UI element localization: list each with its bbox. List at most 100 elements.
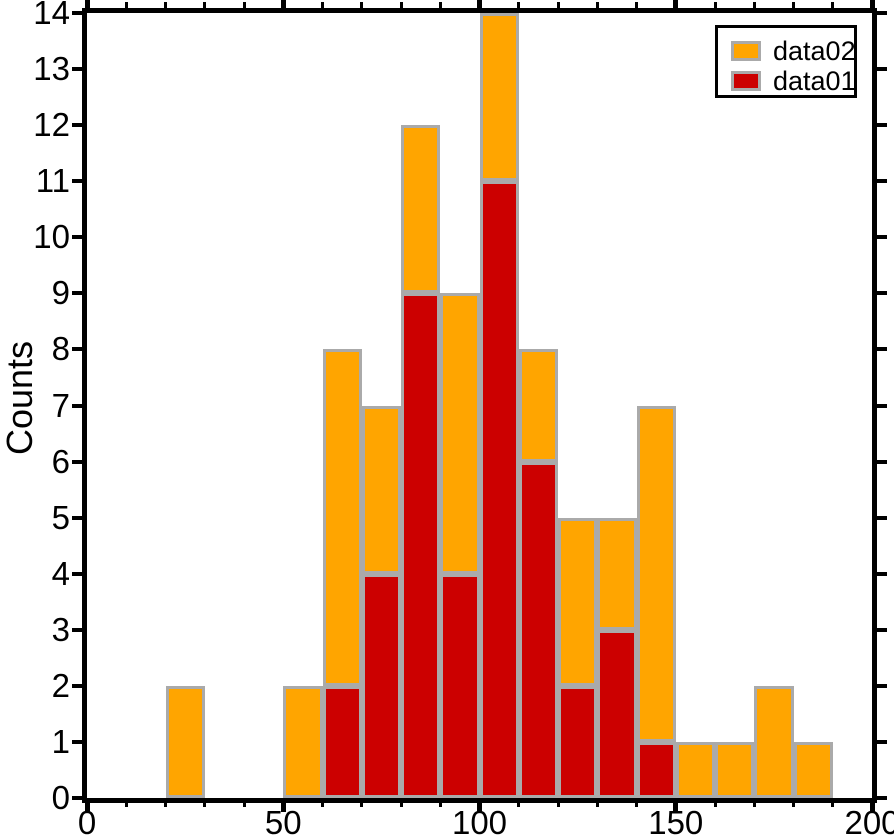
plot-frame (82, 8, 877, 803)
y-tick-label: 0 (51, 779, 70, 816)
bar-segment-data02 (754, 685, 794, 798)
x-tick-label: 100 (451, 804, 508, 835)
y-major-tick-right (877, 571, 887, 576)
bar-segment-data02 (675, 741, 715, 798)
y-major-tick-right (877, 179, 887, 184)
x-major-tick (869, 801, 875, 812)
y-major-tick-right (877, 459, 887, 464)
x-major-tick (280, 801, 286, 812)
y-major-tick-right (877, 403, 887, 408)
x-minor-tick (203, 801, 207, 807)
y-major-tick (72, 796, 82, 800)
bar-segment-data02 (283, 685, 323, 798)
y-tick-label: 12 (33, 106, 70, 144)
x-minor-tick-top (635, 2, 638, 8)
y-tick-label: 5 (51, 498, 70, 536)
y-major-tick (72, 683, 82, 688)
bar-segment-data02 (361, 405, 401, 574)
x-minor-tick (242, 801, 246, 807)
x-minor-tick (517, 801, 521, 807)
y-tick-label: 7 (51, 386, 70, 424)
x-minor-tick-top (124, 2, 128, 8)
legend-swatch-data02 (731, 41, 761, 61)
y-major-tick (72, 291, 82, 296)
x-major-tick (84, 801, 90, 812)
y-major-tick-right (877, 123, 887, 128)
y-tick-label: 4 (51, 554, 70, 592)
bar-segment-data01 (518, 461, 558, 798)
x-minor-tick-top (321, 2, 324, 8)
y-major-tick-right (877, 347, 887, 352)
y-tick-label: 1 (51, 722, 70, 760)
x-major-tick-top (673, 0, 679, 8)
y-major-tick (72, 403, 82, 408)
y-major-tick-right (877, 515, 887, 520)
bar-segment-data01 (401, 293, 441, 798)
x-minor-tick (713, 801, 717, 807)
y-major-tick-right (877, 67, 887, 72)
y-major-tick-right (877, 796, 887, 800)
x-major-tick-top (477, 0, 482, 8)
y-tick-label: 3 (51, 610, 70, 648)
x-minor-tick-top (203, 2, 207, 8)
y-tick-label: 13 (33, 50, 70, 88)
x-minor-tick-top (399, 2, 403, 8)
legend-label-data01: data01 (773, 66, 856, 96)
x-minor-tick-top (438, 2, 442, 8)
bar-segment-data01 (440, 573, 480, 798)
y-major-tick (72, 739, 82, 744)
bar-segment-data02 (165, 685, 205, 798)
x-minor-tick-top (242, 2, 246, 8)
legend-label-data02: data02 (773, 36, 856, 66)
x-minor-tick (321, 801, 324, 807)
bar-segment-data02 (479, 13, 519, 182)
y-tick-label: 11 (35, 162, 70, 200)
x-tick-label: 0 (77, 804, 97, 835)
y-major-tick-right (877, 627, 887, 632)
x-major-tick (477, 801, 482, 812)
bar-segment-data02 (715, 741, 755, 798)
bar-segment-data02 (558, 517, 598, 686)
legend: data02 data01 (715, 25, 857, 98)
bar-segment-data01 (322, 685, 362, 798)
y-major-tick-right (877, 11, 887, 15)
y-tick-label: 6 (51, 442, 70, 480)
x-minor-tick-top (517, 2, 521, 8)
y-major-tick (72, 347, 82, 352)
x-minor-tick-top (792, 2, 795, 8)
x-minor-tick (595, 801, 599, 807)
x-minor-tick-top (556, 2, 560, 8)
x-minor-tick (360, 801, 364, 807)
y-major-tick-right (877, 291, 887, 296)
y-major-tick-right (877, 683, 887, 688)
bar-segment-data01 (479, 181, 519, 798)
x-minor-tick-top (595, 2, 599, 8)
bar-segment-data02 (597, 517, 637, 630)
x-minor-tick (556, 801, 560, 807)
x-major-tick-top (869, 0, 875, 8)
x-minor-tick (124, 801, 128, 807)
x-minor-tick (164, 801, 167, 807)
y-major-tick (72, 459, 82, 464)
legend-item-data01: data01 (718, 66, 856, 96)
bar-segment-data01 (636, 741, 676, 798)
bar-segment-data01 (361, 573, 401, 798)
y-tick-label: 2 (51, 666, 70, 704)
x-minor-tick (399, 801, 403, 807)
plot-area (87, 13, 872, 798)
x-minor-tick-top (831, 2, 835, 8)
legend-item-data02: data02 (718, 36, 856, 66)
y-major-tick (72, 123, 82, 128)
y-major-tick (72, 235, 82, 240)
y-tick-label: 9 (51, 274, 70, 312)
x-minor-tick (792, 801, 795, 807)
bar-segment-data02 (440, 293, 480, 574)
x-major-tick (673, 801, 679, 812)
x-minor-tick-top (713, 2, 717, 8)
x-tick-label: 200 (844, 804, 894, 835)
y-major-tick-right (877, 235, 887, 240)
x-major-tick-top (280, 0, 286, 8)
bar-segment-data02 (518, 349, 558, 462)
y-tick-label: 14 (33, 0, 70, 31)
y-tick-label: 8 (51, 330, 70, 368)
